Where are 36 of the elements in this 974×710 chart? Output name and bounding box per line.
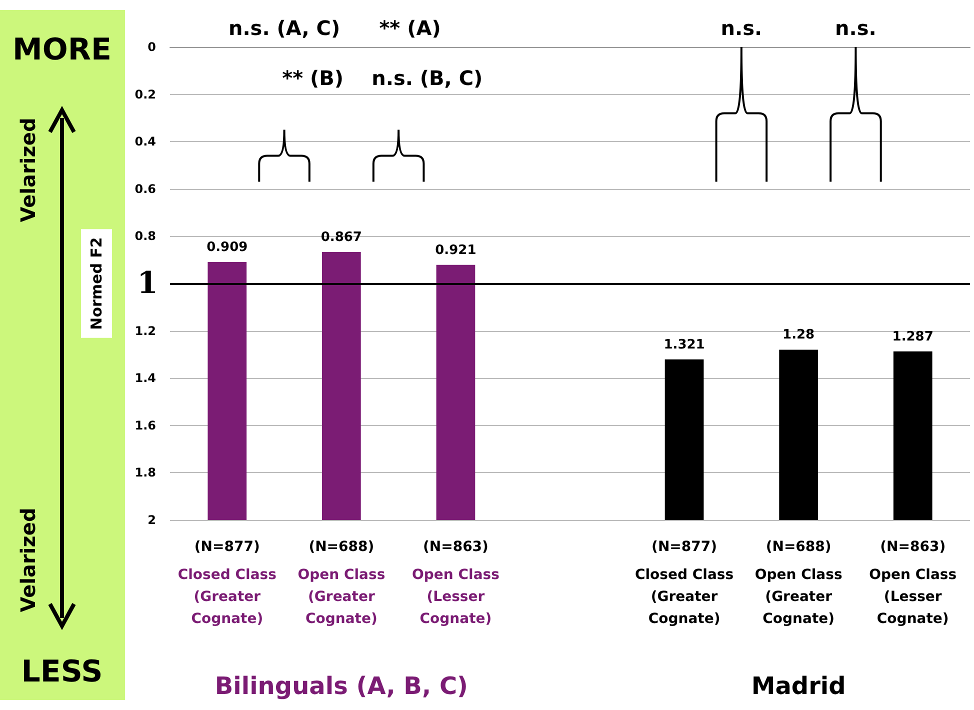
y-tick-label: 0 — [148, 40, 156, 54]
annotation: n.s. (B, C) — [372, 66, 483, 90]
text: ** (A) — [379, 16, 441, 40]
x-tick-label: (N=688) Open Class (Greater Cognate) — [298, 539, 386, 627]
data-label: 0.909 — [206, 240, 248, 255]
text: Velarized — [16, 118, 40, 222]
data-label: 0.867 — [320, 230, 362, 246]
y-tick-label: 0.2 — [134, 87, 156, 102]
data-label: 1.287 — [892, 329, 934, 344]
y-tick-label: 1.6 — [134, 418, 156, 432]
x-tick-label: (N=863) Open Class (Lesser Cognate) — [869, 539, 957, 627]
text: Bilinguals (A, B, C) — [214, 672, 468, 700]
y-tick-label: 1.2 — [134, 324, 156, 338]
y-tick-label: 2 — [148, 513, 156, 527]
x-tick-label: (N=877) Closed Class (Greater Cognate) — [634, 539, 734, 627]
y-tick-label: 0.6 — [134, 182, 156, 196]
y-axis-title: Normed F2 — [88, 237, 106, 330]
text: n.s. (A, C) — [228, 16, 340, 40]
text: n.s. — [720, 16, 762, 40]
x-tick-label: (N=877) Closed Class (Greater Cognate) — [178, 539, 276, 627]
y-tick-label: 0.8 — [134, 229, 156, 244]
y-tick-label: 1.8 — [134, 466, 156, 480]
annotation: ** (B) — [282, 66, 344, 90]
text: Velarized — [16, 508, 40, 612]
data-label: 0.921 — [435, 242, 476, 258]
text: MORE — [12, 32, 112, 68]
x-tick-label: (N=688) Open Class (Greater Cognate) — [754, 539, 842, 627]
ref-line-label: 1 — [137, 266, 158, 301]
data-label: 1.28 — [782, 328, 815, 343]
x-tick-label: (N=863) Open Class (Lesser Cognate) — [412, 539, 500, 627]
text: LESS — [21, 654, 103, 690]
y-tick-label: 0.4 — [134, 134, 156, 149]
text: Madrid — [751, 672, 846, 700]
y-tick-label: 1.4 — [134, 371, 156, 386]
data-label: 1.321 — [664, 337, 705, 352]
text: n.s. — [835, 16, 876, 40]
